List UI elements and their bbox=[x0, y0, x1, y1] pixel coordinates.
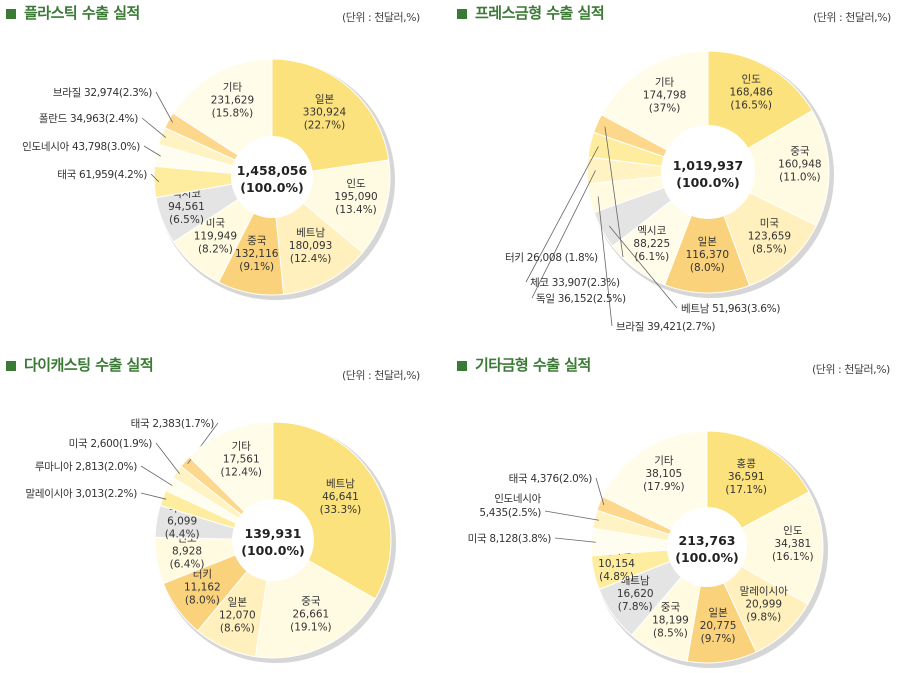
slice-callout-label: 루마니아 2,813(2.0%) bbox=[35, 461, 137, 473]
slice-label: 기타 17,561 (12.4%) bbox=[220, 441, 262, 479]
pie-slice-4 bbox=[663, 170, 751, 294]
slice-label: 일본 12,070 (8.6%) bbox=[219, 596, 256, 635]
slice-label: 베트남 46,641 (33.3%) bbox=[320, 478, 362, 516]
total-percent: (100.0%) bbox=[676, 175, 740, 190]
pie-slice-1 bbox=[271, 58, 390, 178]
pie-center bbox=[232, 499, 314, 581]
unit-label: (단위 : 천달러,%) bbox=[812, 363, 890, 376]
total-value: 139,931 bbox=[245, 526, 302, 541]
leader-line bbox=[554, 537, 596, 543]
leader-line bbox=[155, 91, 174, 123]
pie-chart: 홍콩 36,591 (17.1%)인도 34,381 (16.1%) 말레이시아 20,99… bbox=[468, 430, 828, 668]
slice-label: 베트남 180,093 (12.4%) bbox=[289, 227, 332, 265]
slice-label: 일본 116,370 (8.0%) bbox=[686, 235, 729, 274]
total-percent: (100.0%) bbox=[675, 550, 739, 565]
leader-line bbox=[150, 173, 160, 183]
slice-label: 기타 174,798 (37%) bbox=[643, 76, 686, 114]
slice-label: 터키 11,162 (8.0%) bbox=[184, 568, 221, 606]
pie-chart: 일본 330,924 (22.7%) 인도 195,090 (13.4%)베트남 180,0… bbox=[22, 58, 395, 300]
slice-label: 인도 168,486 (16.5%) bbox=[729, 73, 773, 111]
slice-callout-label: 폴란드 34,963(2.4%) bbox=[39, 113, 138, 125]
leader-line bbox=[595, 477, 605, 506]
leader-line bbox=[597, 196, 613, 327]
title-marker-icon bbox=[6, 9, 16, 19]
panel-header: 프레스금형 수출 실적 (단위 : 천달러,%) bbox=[457, 2, 898, 28]
slice-label: 중국 18,199 (8.5%) bbox=[652, 602, 689, 640]
total-percent: (100.0%) bbox=[240, 180, 304, 195]
slice-callout-label: 태국 61,959(4.2%) bbox=[57, 169, 147, 181]
slice-callout-label: 터키 26,008 (1.8%) bbox=[505, 252, 598, 264]
title-marker-icon bbox=[6, 361, 16, 371]
panel-plastic: 플라스틱 수출 실적 (단위 : 천달러,%) 일본 330,924 (22.7%)… bbox=[0, 0, 451, 336]
panel-header: 플라스틱 수출 실적 (단위 : 천달러,%) bbox=[6, 2, 447, 28]
slice-label: 미국 123,659 (8.5%) bbox=[748, 217, 791, 255]
panel-title: 다이캐스팅 수출 실적 bbox=[24, 356, 154, 374]
slice-label: 멕시코 88,225 (6.1%) bbox=[633, 225, 670, 263]
total-value: 1,019,937 bbox=[673, 158, 743, 173]
panel-other-mold: 기타금형 수출 실적 (단위 : 천달러,%) 홍콩 36,591 (17.1%) 인… bbox=[451, 336, 902, 672]
leader-line bbox=[140, 465, 173, 486]
slice-callout-label: 태국 2,383(1.7%) bbox=[131, 418, 215, 430]
panel-header: 다이캐스팅 수출 실적 (단위 : 천달러,%) bbox=[6, 354, 447, 382]
total-value: 213,763 bbox=[679, 533, 736, 548]
panel-header: 기타금형 수출 실적 (단위 : 천달러,%) bbox=[457, 354, 898, 380]
total-percent: (100.0%) bbox=[241, 543, 305, 558]
leader-line bbox=[141, 117, 167, 138]
leader-line bbox=[531, 170, 596, 299]
pie-center bbox=[661, 125, 755, 219]
slice-callout-label: 인도네시아 43,798(3.0%) bbox=[22, 141, 140, 153]
slice-label: 인도 195,090 (13.4%) bbox=[334, 178, 377, 216]
leader-line bbox=[143, 145, 161, 157]
pie-chart: 베트남 46,641 (33.3%) 중국 26,661 (19.1%) 일본 12,070(… bbox=[26, 418, 396, 663]
title-marker-icon bbox=[457, 9, 467, 19]
slice-callout-label: 말레이시아 3,013(2.2%) bbox=[26, 488, 138, 500]
slice-label: 일본 20,775 (9.7%) bbox=[700, 606, 737, 645]
slice-label: 홍콩 36,591 (17.1%) bbox=[725, 457, 767, 496]
panel-press-mold: 프레스금형 수출 실적 (단위 : 천달러,%) 인도 168,486 (16.5%… bbox=[451, 0, 902, 336]
leader-line bbox=[544, 510, 599, 521]
pie-center bbox=[231, 136, 313, 218]
leader-line bbox=[525, 146, 599, 283]
slice-label: 중국 26,661 (19.1%) bbox=[290, 596, 332, 634]
slice-label: 중국 160,948 (11.0%) bbox=[778, 146, 821, 184]
unit-label: (단위 : 천달러,%) bbox=[342, 11, 420, 24]
panel-title: 플라스틱 수출 실적 bbox=[24, 4, 140, 22]
pie-slice-2 bbox=[706, 109, 830, 227]
slice-callout-label: 브라질 39,421(2.7%) bbox=[616, 321, 715, 333]
slice-label: 말레이시아 20,999 (9.8%) bbox=[740, 585, 789, 623]
pie-slice-2 bbox=[705, 491, 824, 605]
title-marker-icon bbox=[457, 361, 467, 371]
slice-callout-label: 베트남 51,963(3.6%) bbox=[681, 303, 780, 315]
slice-label: 미국 119,949 (8.2%) bbox=[194, 217, 237, 255]
slice-label: 기타 231,629 (15.8%) bbox=[211, 81, 254, 119]
slice-callout-label: 미국 8,128(3.8%) bbox=[468, 533, 552, 545]
pie-chart: 인도 168,486 (16.5%)중국 160,948 (11.0%) 미국 123,65… bbox=[505, 50, 834, 333]
leader-line bbox=[604, 126, 624, 258]
leader-line bbox=[155, 442, 180, 475]
panel-title: 프레스금형 수출 실적 bbox=[475, 4, 605, 22]
leader-line bbox=[140, 492, 167, 500]
slice-callout-label: 브라질 32,974(2.3%) bbox=[53, 87, 152, 99]
slice-callout-label: 독일 36,152(2.5%) bbox=[536, 292, 626, 305]
pie-center bbox=[667, 507, 747, 587]
panel-die-casting: 다이캐스팅 수출 실적 (단위 : 천달러,%) 베트남 46,641 (33.3%… bbox=[0, 336, 451, 672]
unit-label: (단위 : 천달러,%) bbox=[813, 11, 891, 24]
slice-callout-label: 체코 33,907(2.3%) bbox=[530, 277, 620, 289]
panel-title: 기타금형 수출 실적 bbox=[475, 356, 591, 374]
slice-label: 중국 132,116 (9.1%) bbox=[235, 235, 279, 273]
slice-callout-label: 태국 4,376(2.0%) bbox=[509, 473, 593, 485]
total-value: 1,458,056 bbox=[237, 163, 308, 178]
slice-callout-label: 인도네시아 5,435(2.5%) bbox=[479, 493, 541, 519]
unit-label: (단위 : 천달러,%) bbox=[342, 369, 420, 382]
slice-label: 인도 34,381 (16.1%) bbox=[772, 525, 814, 563]
slice-label: 일본 330,924 (22.7%) bbox=[303, 92, 347, 131]
slice-label: 기타 38,105 (17.9%) bbox=[643, 455, 685, 493]
slice-callout-label: 미국 2,600(1.9%) bbox=[69, 438, 153, 450]
